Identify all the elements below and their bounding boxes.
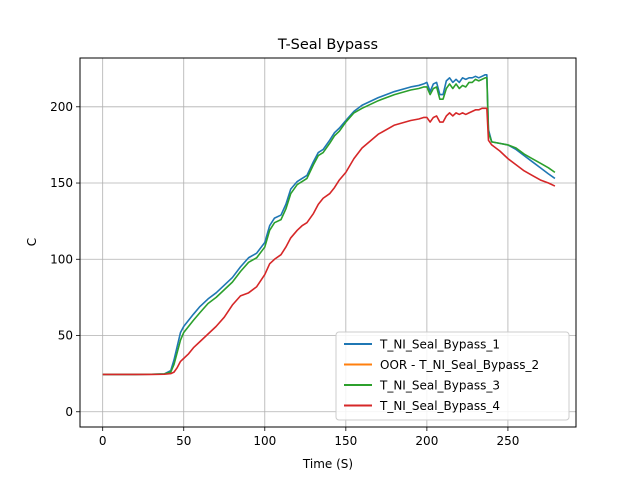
chart-title: T-Seal Bypass: [277, 37, 378, 53]
y-tick-label: 150: [50, 176, 73, 190]
y-tick-label: 200: [50, 100, 73, 114]
y-tick-label: 100: [50, 252, 73, 266]
x-tick-label: 0: [99, 434, 107, 448]
x-tick-label: 100: [253, 434, 276, 448]
legend: T_NI_Seal_Bypass_1 OOR - T_NI_Seal_Bypass…: [335, 331, 570, 421]
x-axis-label: Time (S): [302, 457, 353, 471]
x-tick-label: 250: [496, 434, 519, 448]
y-tick-label: 0: [65, 405, 73, 419]
legend-label: OOR - T_NI_Seal_Bypass_2: [380, 358, 539, 372]
legend-box: [335, 331, 570, 421]
series-line-3: [102, 77, 556, 376]
series-line-1: [102, 73, 556, 376]
series-lines: [102, 73, 556, 376]
legend-label: T_NI_Seal_Bypass_4: [379, 399, 500, 413]
y-tick-label: 50: [58, 329, 73, 343]
x-tick-label: 200: [415, 434, 438, 448]
legend-label: T_NI_Seal_Bypass_1: [379, 338, 500, 352]
y-axis-label: C: [25, 238, 39, 246]
x-tick-label: 50: [176, 434, 191, 448]
axis-ticks: 0 50 100 150 200 250 0 50 100 150 200: [50, 100, 519, 448]
legend-label: T_NI_Seal_Bypass_3: [379, 379, 500, 393]
x-tick-label: 150: [334, 434, 357, 448]
plot-frame: [79, 57, 577, 428]
series-line-4: [102, 107, 556, 376]
